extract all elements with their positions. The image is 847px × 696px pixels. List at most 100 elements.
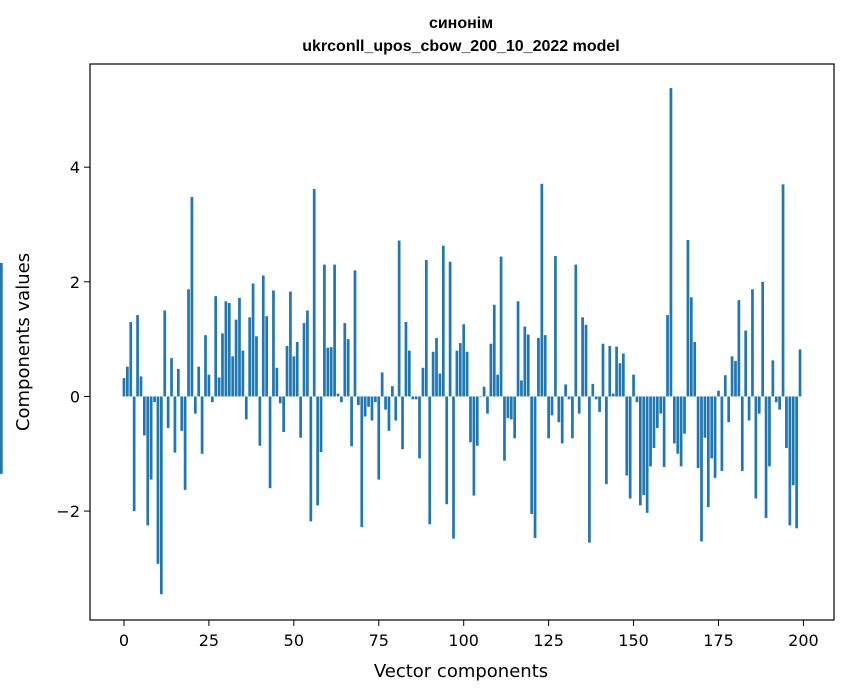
bar (149, 396, 153, 480)
bar (380, 372, 384, 397)
bar (234, 319, 238, 397)
bar (248, 317, 252, 397)
x-axis-label: Vector components (374, 661, 548, 682)
bar (734, 360, 737, 397)
bar (785, 396, 788, 449)
bar (282, 396, 286, 432)
bar (224, 301, 228, 397)
bar (530, 396, 534, 514)
bar (713, 396, 717, 478)
bar (632, 374, 635, 397)
bar (401, 396, 404, 450)
bar (747, 396, 751, 421)
bars-group (0, 88, 802, 595)
bar (622, 353, 625, 397)
bar (343, 323, 347, 397)
bar (326, 347, 330, 397)
bar (513, 396, 517, 439)
bar (503, 396, 506, 461)
y-axis-ticks: −2 0 2 4 (56, 158, 90, 521)
bar (435, 337, 438, 397)
x-tick-label: 0 (119, 631, 129, 650)
bar (292, 356, 296, 397)
bar (594, 396, 598, 400)
bar (625, 396, 629, 476)
y-axis-label: Components values (13, 253, 34, 431)
bar (588, 396, 591, 543)
bar (635, 396, 639, 403)
bar (543, 335, 547, 397)
bar (153, 396, 156, 403)
bar (180, 396, 184, 431)
bar (421, 367, 425, 397)
bar (374, 396, 377, 403)
bar (506, 396, 510, 419)
bar (285, 346, 289, 397)
bar (618, 363, 622, 397)
bar (455, 350, 459, 397)
bar (788, 396, 792, 526)
bar (452, 396, 455, 539)
chart-title-line-2: ukrconll_upos_cbow_200_10_2022 model (302, 38, 619, 55)
bar (227, 303, 231, 397)
bar (319, 396, 323, 453)
bar (492, 304, 496, 397)
bar (0, 262, 3, 397)
bar (306, 310, 309, 397)
x-axis-ticks: 0 25 50 75 100 125 150 175 200 (119, 620, 819, 650)
x-tick-label: 50 (284, 631, 304, 650)
bar (302, 323, 306, 397)
bar (683, 396, 686, 434)
bar (689, 297, 693, 397)
bar (183, 396, 187, 490)
bar (628, 396, 632, 499)
bar (445, 396, 449, 505)
bar (693, 342, 697, 397)
bar (554, 256, 557, 397)
bar (672, 396, 676, 444)
bar (730, 356, 734, 397)
bar (424, 260, 428, 397)
bar (520, 380, 523, 397)
bar (581, 317, 584, 397)
bar (778, 396, 782, 410)
bar (475, 396, 479, 446)
bar (655, 396, 659, 428)
bar (560, 396, 564, 444)
bar (387, 396, 391, 431)
bar (740, 396, 744, 471)
bar (193, 396, 197, 414)
bar (547, 396, 550, 439)
bar (499, 256, 503, 397)
bar (469, 396, 472, 443)
bar (0, 396, 3, 474)
bar (210, 396, 214, 403)
bar (717, 390, 720, 397)
bar (676, 396, 680, 454)
x-tick-label: 25 (199, 631, 219, 650)
bar (340, 396, 343, 403)
bar (176, 368, 180, 397)
bar (132, 396, 136, 512)
bar (744, 330, 748, 397)
bar (129, 321, 133, 397)
bar (486, 396, 489, 414)
bar (462, 324, 466, 397)
bar (768, 396, 771, 467)
bar (312, 188, 316, 397)
y-tick-label: 2 (70, 273, 80, 292)
bar (295, 342, 299, 397)
y-tick-label: 0 (70, 387, 80, 406)
chart-title-line-1: синонім (429, 15, 493, 32)
bar (418, 396, 421, 459)
bar (363, 396, 367, 417)
y-tick-label: −2 (56, 502, 80, 521)
bar (394, 396, 398, 421)
bar (669, 88, 673, 397)
bar (309, 396, 313, 522)
bar (791, 396, 795, 486)
bar (472, 396, 476, 496)
bar (207, 374, 211, 397)
bar (706, 396, 710, 508)
bar (509, 396, 513, 420)
